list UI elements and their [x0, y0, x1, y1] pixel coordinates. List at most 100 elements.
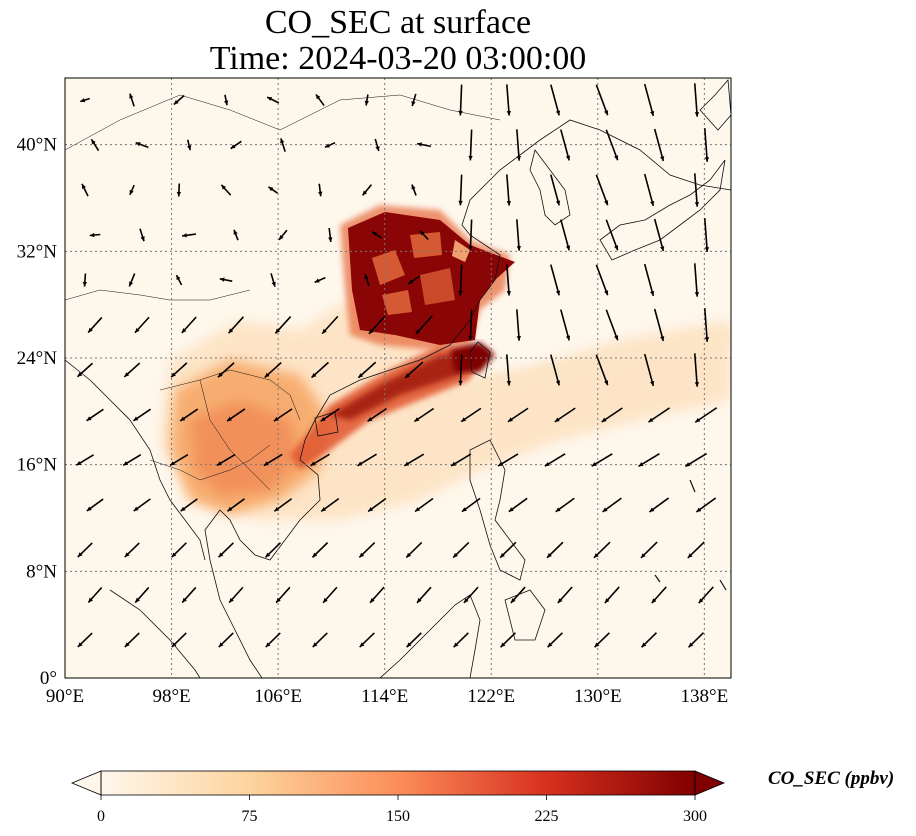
wind-vector-head	[140, 236, 145, 242]
wind-vector-field	[75, 83, 718, 648]
wind-vector-head	[264, 372, 270, 378]
wind-vector-head	[81, 183, 86, 189]
wind-vector	[506, 84, 510, 116]
wind-vector-head	[506, 380, 512, 386]
wind-vector-head	[217, 372, 223, 378]
wind-vector	[643, 263, 655, 297]
colorbar-tick-label: 150	[386, 808, 410, 825]
wind-vector-head	[704, 157, 710, 162]
wind-vector-head	[88, 597, 93, 603]
wind-vector-head	[555, 290, 561, 296]
wind-vector-head	[497, 461, 503, 467]
wind-vector-head	[91, 139, 96, 145]
wind-vector-head	[82, 281, 88, 287]
wind-vector-head	[547, 642, 553, 648]
wind-vector	[560, 219, 570, 251]
wind-vector	[605, 309, 619, 341]
wind-vector-head	[267, 97, 273, 102]
wind-vector	[459, 84, 463, 116]
wind-vector-head	[265, 642, 271, 648]
wind-vector-head	[221, 184, 226, 190]
wind-vector-head	[506, 290, 512, 296]
wind-vector-head	[228, 328, 234, 334]
wind-vector-head	[406, 642, 412, 648]
wind-vector-head	[411, 101, 416, 107]
wind-vector	[516, 219, 520, 251]
wind-vector-head	[314, 278, 320, 283]
colorbar-tick-label: 75	[242, 808, 258, 825]
wind-vector	[703, 218, 709, 252]
wind-vector-head	[176, 191, 182, 197]
wind-vector-head	[359, 642, 365, 648]
x-tick-label: 98°E	[152, 686, 190, 707]
y-tick-label: 8°N	[26, 561, 57, 582]
wind-vector-head	[280, 138, 285, 144]
wind-vector-head	[650, 291, 655, 296]
wind-vector-head	[321, 506, 327, 512]
wind-vector-head	[604, 200, 609, 206]
y-tick-label: 16°N	[17, 455, 58, 476]
wind-vector-head	[694, 292, 700, 297]
wind-vector-head	[230, 144, 236, 149]
wind-vector-head	[685, 462, 691, 467]
wind-vector-head	[77, 642, 83, 647]
colorbar-tick-label: 0	[97, 808, 105, 825]
wind-vector-head	[414, 417, 420, 422]
wind-vector-head	[170, 461, 176, 466]
wind-vector	[550, 264, 560, 296]
wind-vector-head	[171, 642, 177, 648]
wind-vector-head	[461, 417, 467, 422]
wind-vector-head	[451, 461, 457, 466]
wind-vector-head	[312, 552, 318, 558]
wind-vector-head	[696, 507, 702, 513]
wind-vector-head	[310, 461, 316, 466]
colorbar-label: CO_SEC (ppbv)	[768, 768, 895, 789]
wind-vector-head	[704, 337, 710, 342]
wind-vector-head	[171, 552, 177, 558]
wind-vector	[693, 83, 699, 117]
map-time-subtitle: Time: 2024-03-20 03:00:00	[209, 40, 587, 77]
wind-vector-head	[324, 143, 330, 148]
wind-vector-head	[458, 380, 463, 386]
wind-vector	[469, 219, 473, 251]
wind-vector-head	[500, 642, 506, 648]
wind-vector-head	[602, 507, 608, 512]
wind-vector-head	[268, 186, 274, 192]
x-tick-label: 114°E	[361, 686, 408, 707]
wind-vector-head	[660, 156, 665, 161]
wind-vector-head	[554, 417, 560, 422]
wind-vector	[550, 354, 560, 386]
wind-vector-head	[176, 275, 181, 281]
map-frame	[64, 77, 732, 679]
wind-vector-head	[129, 189, 134, 195]
wind-vector-head	[650, 111, 655, 116]
y-tick-label: 32°N	[17, 241, 58, 262]
wind-vector-head	[362, 190, 368, 196]
wind-vector-head	[704, 247, 710, 252]
wind-vector-head	[650, 201, 655, 206]
wind-vector-head	[591, 462, 597, 467]
wind-vector-head	[323, 597, 328, 603]
wind-vector	[595, 174, 609, 206]
y-tick-label: 24°N	[17, 348, 58, 369]
wind-vector-head	[688, 642, 694, 648]
x-tick-label: 130°E	[574, 686, 622, 707]
wind-vector-head	[604, 598, 610, 604]
wind-vector-head	[135, 597, 140, 603]
wind-vector-head	[604, 380, 609, 386]
wind-vector-head	[124, 552, 130, 558]
wind-vector	[595, 264, 609, 296]
wind-vector-head	[171, 372, 176, 378]
wind-vector-head	[357, 461, 363, 466]
longitude-axis: 90°E 98°E 106°E 114°E 122°E 130°E 138°E	[46, 686, 728, 707]
wind-vector-head	[124, 642, 130, 648]
wind-vector-head	[181, 328, 187, 333]
wind-vector-head	[458, 200, 463, 206]
wind-vector-head	[275, 328, 281, 334]
wind-vector-head	[182, 597, 187, 603]
wind-vector-head	[698, 598, 704, 604]
map-plot-area	[65, 78, 731, 678]
wind-vector-head	[129, 281, 134, 287]
lat-lon-gridlines	[65, 78, 731, 678]
wind-vector	[605, 219, 619, 251]
